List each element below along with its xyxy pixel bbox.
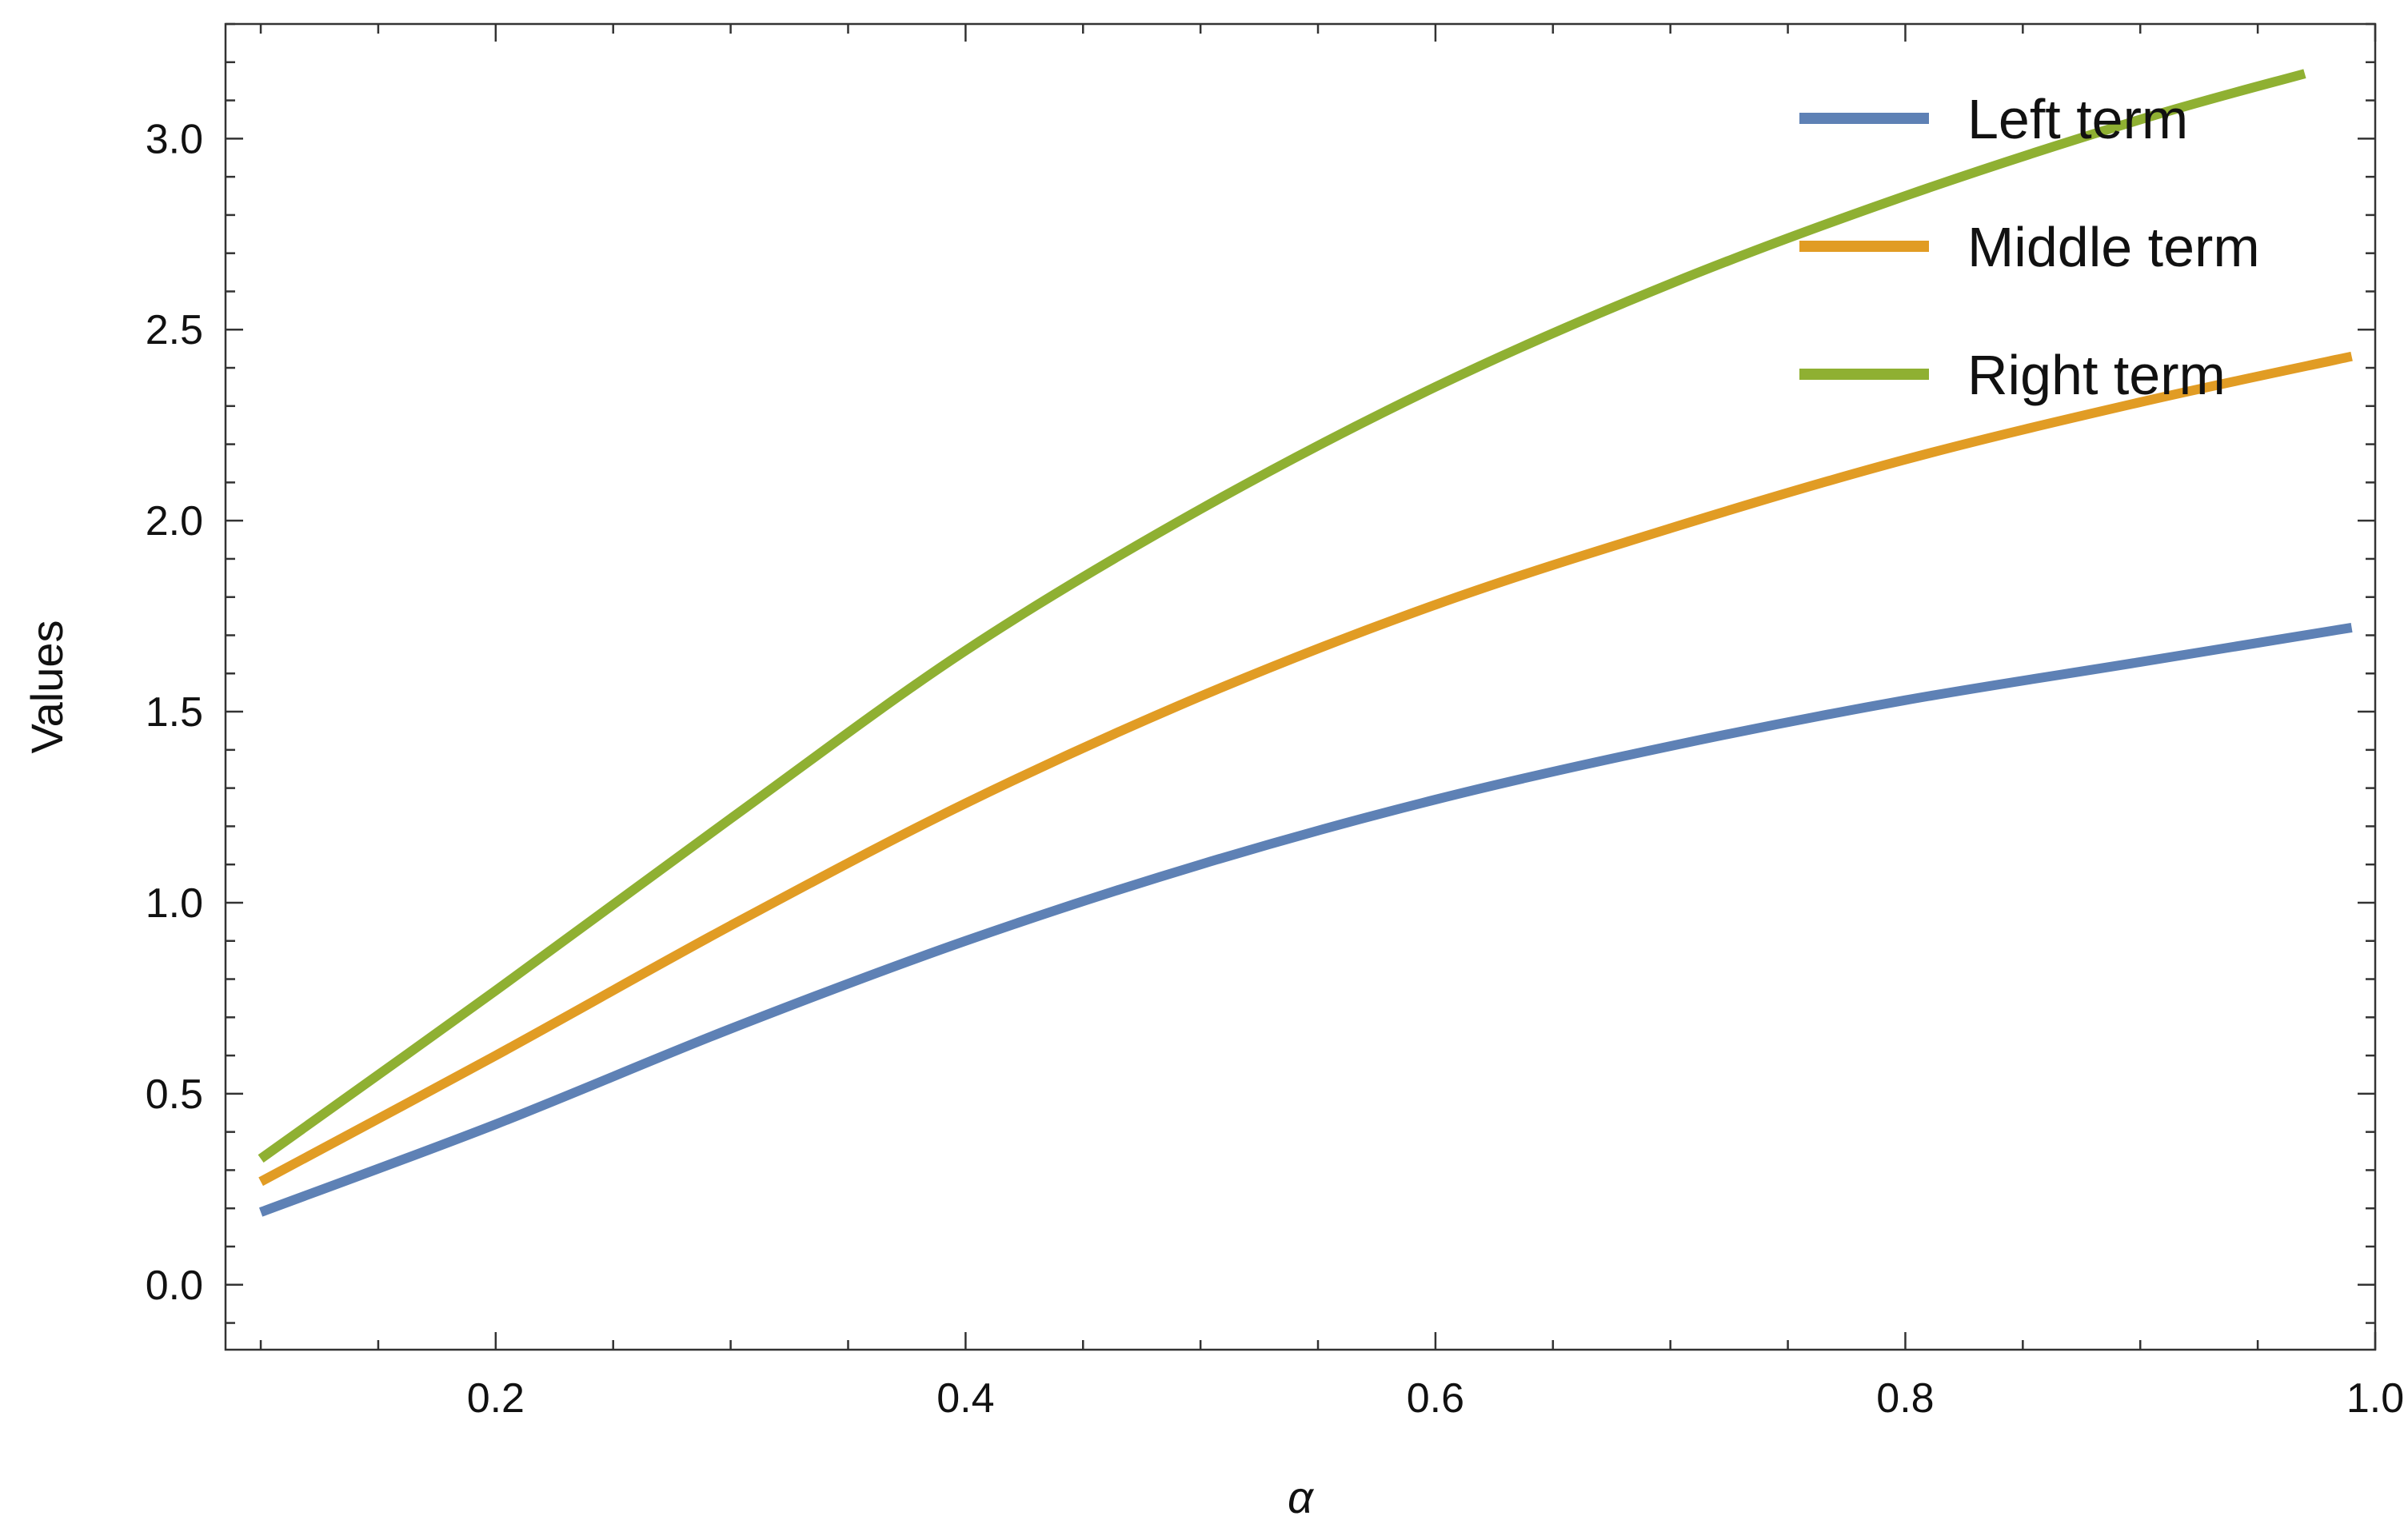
plot-frame xyxy=(224,22,2377,1351)
x-tick-label: 1.0 xyxy=(2346,1375,2404,1422)
x-tick-label: 0.6 xyxy=(1407,1375,1464,1422)
legend: Left term Middle term Right term xyxy=(1799,88,2260,406)
y-axis-label: Values xyxy=(22,620,72,753)
x-tick-label: 0.4 xyxy=(936,1375,994,1422)
tick-labels-layer: 0.2 0.4 0.6 0.8 1.0 0.0 0.5 1.0 1.5 2.0 2.5 3.0 xyxy=(146,116,2404,1422)
y-tick-label: 1.0 xyxy=(146,880,203,927)
y-tick-label: 2.5 xyxy=(146,307,203,353)
legend-label-right-term: Right term xyxy=(1967,344,2226,406)
y-tick-label: 3.0 xyxy=(146,116,203,162)
x-tick-label: 0.8 xyxy=(1876,1375,1934,1422)
series-line-middle-term xyxy=(258,351,2353,1187)
y-tick-label: 0.0 xyxy=(146,1263,203,1309)
y-tick-label: 0.5 xyxy=(146,1071,203,1118)
legend-label-middle-term: Middle term xyxy=(1967,216,2260,278)
series-layer xyxy=(258,69,2353,1217)
series-line-right-term xyxy=(258,69,2306,1163)
ticks-layer xyxy=(226,22,2377,1350)
series-line-left-term xyxy=(258,622,2353,1217)
x-axis-label: α xyxy=(1288,1472,1315,1522)
y-tick-label: 2.0 xyxy=(146,498,203,545)
legend-label-left-term: Left term xyxy=(1967,88,2188,150)
y-tick-label: 1.5 xyxy=(146,689,203,736)
x-tick-label: 0.2 xyxy=(467,1375,525,1422)
